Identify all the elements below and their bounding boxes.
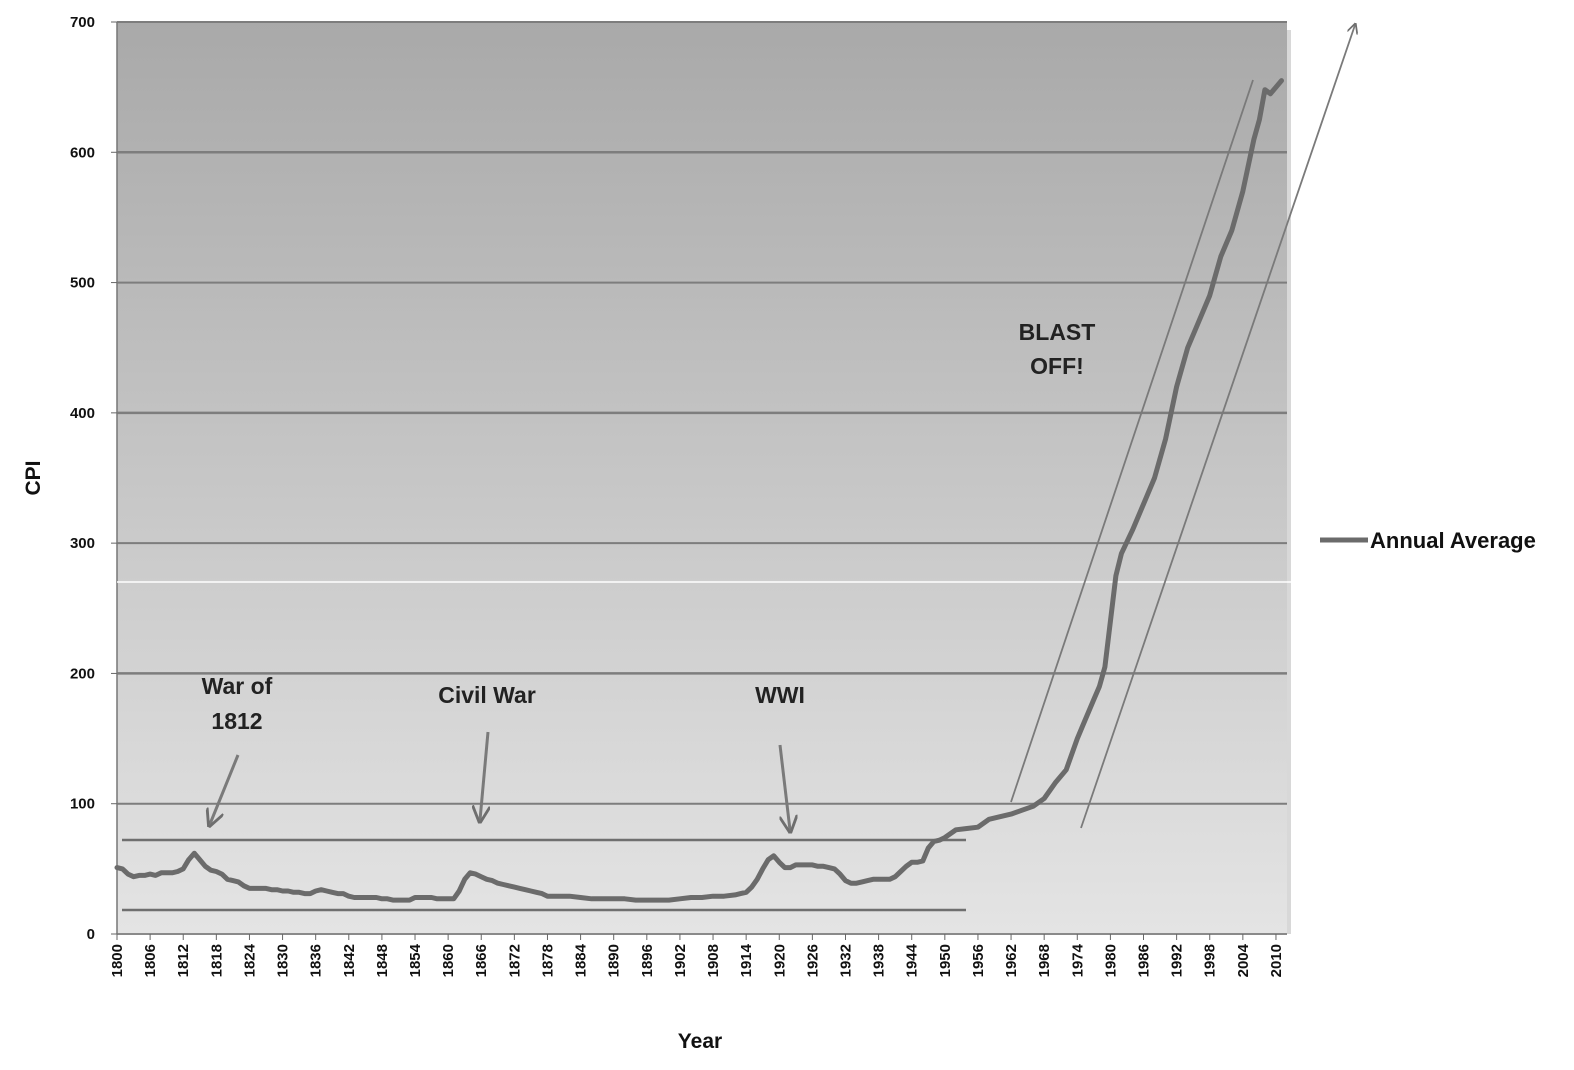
x-tick-label: 1818 [208,944,225,977]
x-tick-label: 1938 [871,944,888,977]
x-tick-label: 1932 [837,944,854,977]
x-tick-label: 1914 [738,943,755,977]
annotation-war-of-1812-line2: 1812 [211,708,262,734]
x-tick-label: 1884 [573,943,590,977]
annotation-blast-line2: OFF! [1030,353,1084,379]
x-tick-label: 1824 [241,943,258,977]
y-tick-label: 500 [70,275,95,292]
x-tick-label: 2010 [1268,944,1285,977]
x-tick-label: 1944 [904,943,921,977]
x-tick-label: 1812 [175,944,192,977]
legend-label: Annual Average [1370,528,1536,553]
x-tick-label: 1908 [705,944,722,977]
x-tick-labels: 1800 1806 1812 1818 1824 1830 1836 1842 1848 1854… [109,934,1285,977]
y-tick-label: 600 [70,144,95,161]
x-tick-label: 1956 [970,944,987,977]
x-tick-label: 1890 [606,944,623,977]
x-tick-label: 1872 [506,944,523,977]
x-tick-label: 1842 [341,944,358,977]
annotation-blast-line1: BLAST [1019,319,1096,345]
x-tick-label: 1800 [109,944,126,977]
x-tick-label: 1926 [804,944,821,977]
y-tick-label: 200 [70,665,95,682]
x-tick-label: 1836 [308,944,325,977]
x-tick-label: 1854 [407,943,424,977]
x-tick-label: 1998 [1202,944,1219,977]
x-tick-label: 1806 [142,944,159,977]
x-tick-label: 1920 [771,944,788,977]
x-tick-label: 1968 [1036,944,1053,977]
x-axis-title: Year [678,1030,722,1053]
annotation-wwi: WWI [755,682,805,708]
x-tick-label: 1980 [1102,944,1119,977]
x-tick-label: 1986 [1136,944,1153,977]
x-tick-label: 1992 [1169,944,1186,977]
plot-area [117,22,1287,934]
x-tick-label: 1866 [473,944,490,977]
y-tick-label: 0 [87,926,95,943]
y-axis-title: CPI [22,460,45,495]
y-tick-labels: 0 100 200 300 400 500 600 700 [70,14,117,943]
x-tick-label: 1860 [440,944,457,977]
y-tick-label: 100 [70,796,95,813]
x-tick-label: 1974 [1069,943,1086,977]
x-tick-label: 1896 [639,944,656,977]
x-tick-label: 1830 [275,944,292,977]
x-tick-label: 1878 [539,944,556,977]
annotation-civil-war: Civil War [438,682,536,708]
x-tick-label: 2004 [1235,943,1252,977]
plot-shadow [1287,30,1291,934]
x-tick-label: 1962 [1003,944,1020,977]
x-tick-label: 1902 [672,944,689,977]
y-tick-label: 300 [70,535,95,552]
annotation-war-of-1812-line1: War of [202,673,273,699]
y-tick-label: 700 [70,14,95,31]
x-tick-label: 1950 [937,944,954,977]
x-tick-label: 1848 [374,944,391,977]
y-tick-label: 400 [70,405,95,422]
